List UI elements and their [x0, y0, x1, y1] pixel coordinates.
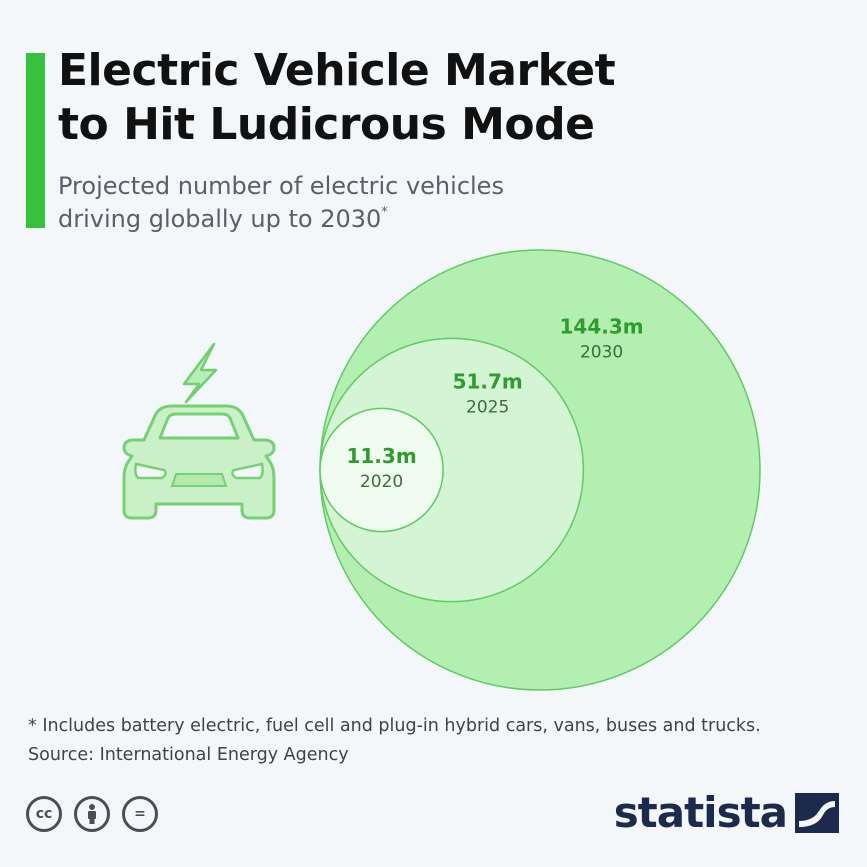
statista-logo-icon — [795, 792, 839, 833]
chart-subtitle-line-1: Projected number of electric vehicles — [58, 172, 504, 200]
footnote: * Includes battery electric, fuel cell a… — [28, 712, 858, 770]
chart-subtitle: Projected number of electric vehicles dr… — [58, 170, 838, 236]
statista-brand[interactable]: statista — [614, 788, 839, 837]
person-icon — [88, 804, 96, 824]
chart-title-line-2: to Hit Ludicrous Mode — [58, 99, 595, 150]
accent-bar — [26, 53, 45, 228]
source-text: Source: International Energy Agency — [28, 745, 349, 765]
year-label-2020: 2020 — [360, 472, 403, 492]
subtitle-asterisk: * — [381, 205, 388, 220]
license-icons: cc = — [26, 796, 158, 832]
chart-subtitle-line-2-text: driving globally up to 2030 — [58, 205, 382, 233]
statista-wordmark: statista — [613, 788, 788, 837]
chart-title-line-1: Electric Vehicle Market — [58, 45, 616, 96]
chart-subtitle-line-2: driving globally up to 2030* — [58, 203, 838, 236]
value-label-2025: 51.7m — [453, 369, 523, 393]
creative-commons-icon[interactable]: cc — [26, 796, 62, 832]
year-label-2030: 2030 — [580, 343, 623, 363]
bubble-2020 — [319, 407, 444, 533]
chart-title: Electric Vehicle Market to Hit Ludicrous… — [58, 44, 858, 152]
value-label-2020: 11.3m — [346, 444, 416, 468]
lightning-bolt-icon — [182, 342, 218, 404]
no-derivatives-icon[interactable]: = — [122, 796, 158, 832]
electric-car-icon — [122, 342, 276, 520]
year-label-2025: 2025 — [466, 397, 509, 417]
footnote-text: * Includes battery electric, fuel cell a… — [28, 716, 761, 736]
value-label-2030: 144.3m — [560, 315, 644, 339]
attribution-icon[interactable] — [74, 796, 110, 832]
